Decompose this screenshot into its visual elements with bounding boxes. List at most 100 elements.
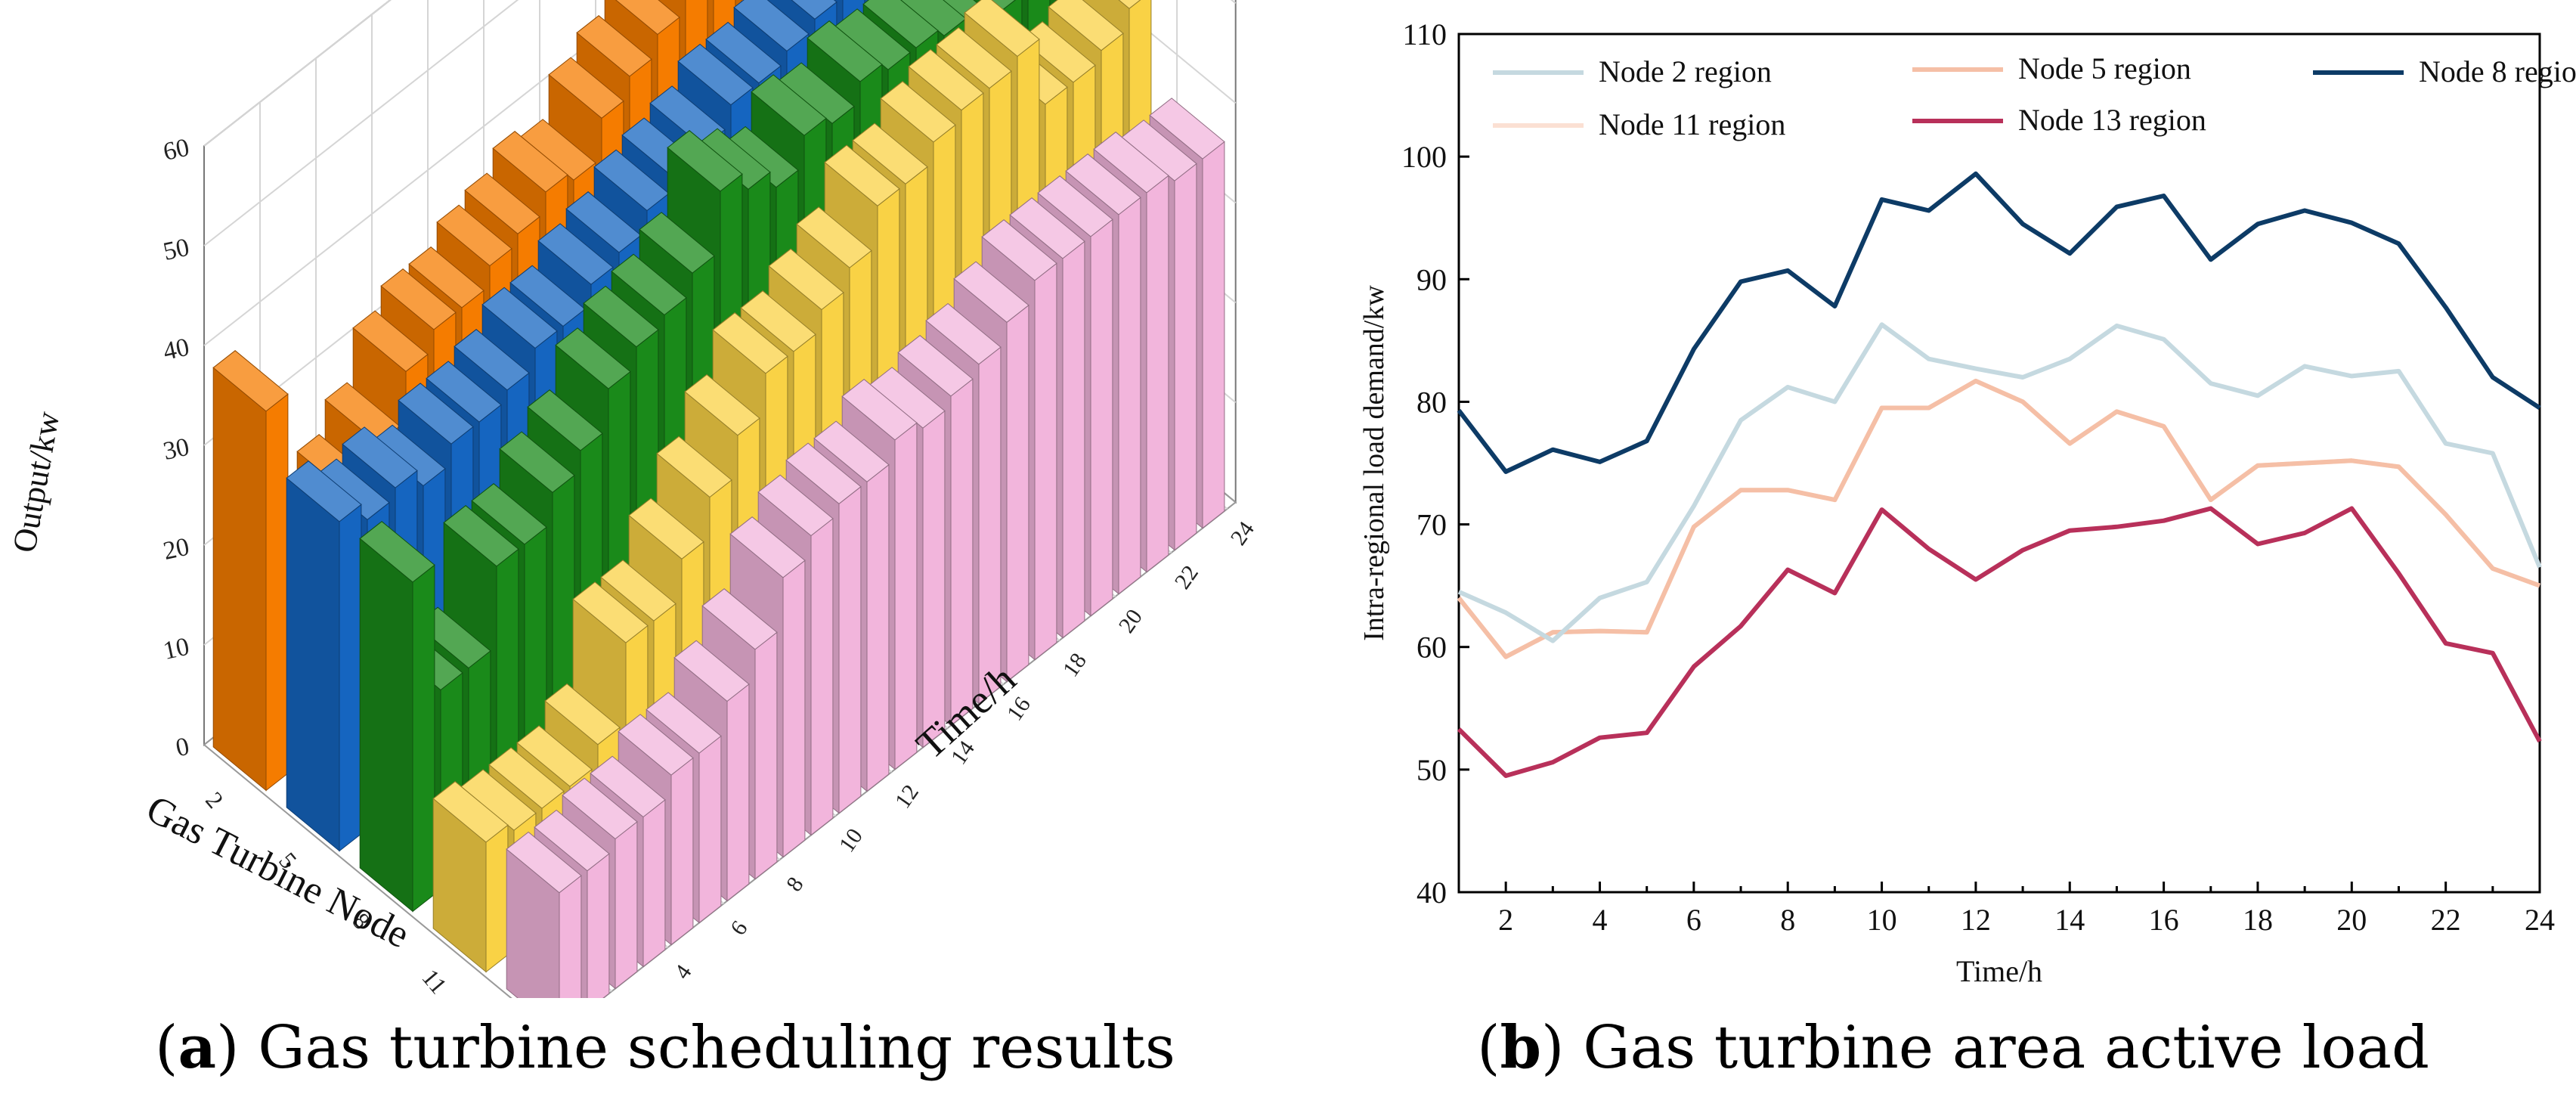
bar-face-top <box>981 219 1057 281</box>
bar-face-top <box>656 436 732 498</box>
bar-face-top <box>953 261 1029 323</box>
bar-face-top <box>684 374 760 436</box>
bar-face-top <box>488 747 565 809</box>
bar-face-top <box>862 0 939 48</box>
bar-face-top <box>583 285 659 348</box>
bar-face-top <box>1048 0 1124 51</box>
bar-face-top <box>1037 175 1113 237</box>
bar-face-top <box>436 204 512 267</box>
gridline-z <box>203 0 1237 246</box>
bar-face-top <box>618 714 694 776</box>
z-tick-label: 30 <box>161 433 192 466</box>
y-tick-label: 90 <box>1416 262 1447 296</box>
bar-face-top <box>398 383 474 445</box>
bar-face-side <box>726 683 750 902</box>
x-tick-label: 4 <box>1593 903 1608 937</box>
bar-face-top <box>464 172 540 234</box>
bar-face-top <box>841 379 918 441</box>
series-lines <box>1457 171 2542 778</box>
bar-face-top <box>544 683 621 745</box>
x-tick-label: 6 <box>1686 903 1701 937</box>
x-tick-label: 22 <box>2431 903 2461 937</box>
bar-3d <box>359 521 435 913</box>
y-tick-label: 18 <box>1058 649 1091 682</box>
bar-face-front <box>359 538 413 913</box>
legend-label: Node 8 region <box>2419 54 2576 88</box>
bar-face-side <box>670 757 694 946</box>
y-tick-label: 50 <box>1416 753 1447 787</box>
bar-face-top <box>1118 0 1141 9</box>
bar-face-top <box>615 0 680 36</box>
z-tick-label: 50 <box>161 234 192 266</box>
bar-face-side <box>1062 240 1085 639</box>
bar-face-top <box>729 516 806 578</box>
bar-face-top <box>824 144 900 206</box>
bar-face-top <box>426 361 502 423</box>
bar-face-top <box>1065 153 1141 215</box>
bar-face-front <box>286 477 340 852</box>
bar-face-top <box>791 0 838 20</box>
bar-face-top <box>639 212 715 274</box>
bar-face-top <box>964 0 1040 57</box>
bar-face-top <box>1093 132 1169 194</box>
x-axis: 2 4 6 8 10 12 14 16 18 20 22 24 <box>1457 882 2555 937</box>
series-line-node-8-region <box>1457 171 2541 474</box>
bar-face-top <box>712 312 788 374</box>
bar-face-top <box>408 246 485 308</box>
bar-face-top <box>807 20 883 82</box>
bar-face-side <box>485 824 509 973</box>
caption-a-letter: a <box>178 1013 217 1082</box>
caption-a-text: ) Gas turbine scheduling results <box>216 1014 1175 1082</box>
series-line-node-5-region <box>1457 378 2541 659</box>
bar-face-top <box>342 426 418 488</box>
bar-face-top <box>852 122 928 184</box>
bar-face-top <box>705 21 782 84</box>
bar-face-top <box>600 560 677 621</box>
bar-face-top <box>611 253 687 316</box>
y-tick-label: 70 <box>1416 508 1447 542</box>
z-tick-label: 60 <box>161 134 192 166</box>
x-tick-label: 18 <box>2243 903 2273 937</box>
bar-face-top <box>537 223 614 285</box>
bar-face-top <box>572 581 649 643</box>
bar-face-top <box>286 460 362 522</box>
bar-face-top <box>576 15 652 77</box>
bar-face-top <box>768 248 844 311</box>
bar-face-side <box>615 820 638 990</box>
z-tick-label: 20 <box>161 533 192 566</box>
bar-face-side <box>1174 163 1197 551</box>
x-tick-label: 12 <box>1961 903 1991 937</box>
bar-face-top <box>506 831 582 894</box>
bar-face-top <box>796 206 872 268</box>
bar-face-top <box>454 329 530 391</box>
plot-frame <box>1457 33 2541 894</box>
bar-face-top <box>555 327 631 389</box>
bar-face-top <box>880 81 956 143</box>
y-tick-label: 4 <box>670 960 697 984</box>
bar-face-top <box>628 498 704 560</box>
bar-face-top <box>667 130 743 192</box>
legend-label: Node 11 region <box>1599 107 1785 141</box>
bar-face-side <box>559 875 582 998</box>
bar-face-top <box>590 755 666 818</box>
bar-face-top <box>359 521 435 583</box>
bar-face-top <box>740 290 816 352</box>
bar-face-side <box>1090 219 1113 617</box>
bar-face-front <box>212 367 267 792</box>
bar-face-side <box>698 735 722 924</box>
bar-face-top <box>380 268 457 330</box>
caption-b-text: ) Gas turbine area active load <box>1541 1014 2429 1082</box>
y-tick-label: 10 <box>834 824 868 857</box>
bar-face-top <box>1020 21 1096 83</box>
bar-face-side <box>412 564 435 913</box>
y-axis: 40 50 60 70 80 90 100 110 <box>1401 17 1469 910</box>
bar-face-top <box>212 350 289 412</box>
bar-face-top <box>562 777 638 840</box>
y-tick-label: 110 <box>1402 17 1447 51</box>
bar-face-side <box>265 393 289 792</box>
bar-face-top <box>499 431 575 493</box>
bar-face-side <box>978 346 1002 705</box>
bar-face-side <box>1034 262 1057 661</box>
x-axis-title: Time/h <box>1956 954 2042 988</box>
x-tick-label: 11 <box>416 964 452 998</box>
